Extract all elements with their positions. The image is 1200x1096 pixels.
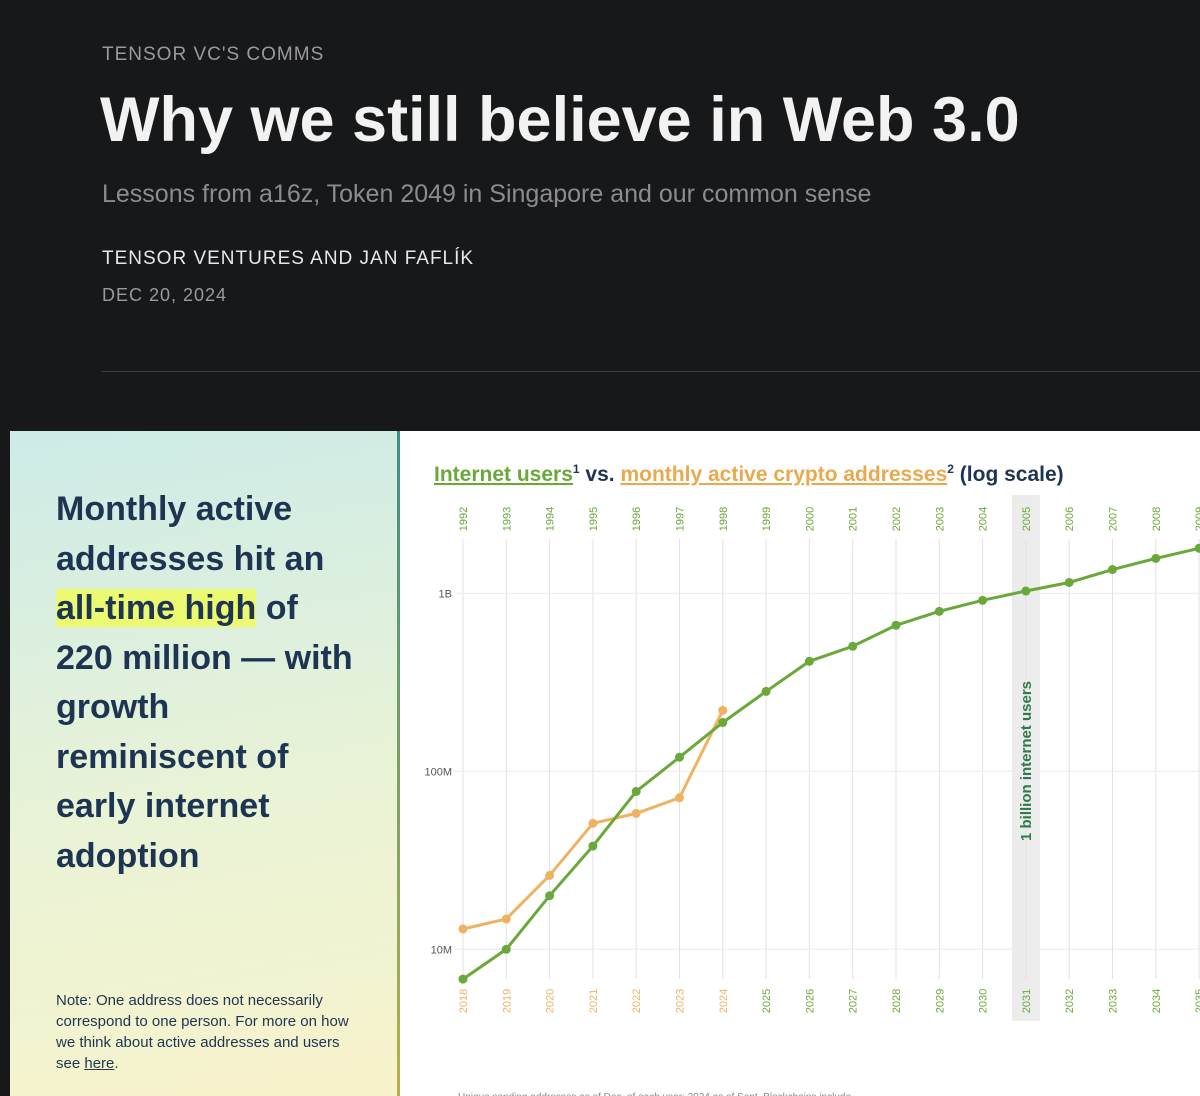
data-point — [675, 793, 684, 803]
data-point — [1021, 586, 1031, 596]
x-tick-label: 1993 — [501, 507, 513, 531]
x-tick-label: 2027 — [848, 989, 860, 1013]
y-tick-label: 100M — [424, 766, 452, 778]
data-point — [1151, 553, 1161, 563]
publication[interactable]: TENSOR VC'S COMMS — [102, 44, 325, 65]
x-tick-label: 1996 — [631, 507, 643, 531]
side-panel: Monthly active addresses hit an all-time… — [10, 431, 398, 1096]
x-tick-label: 2023 — [675, 989, 687, 1013]
x-tick-label: 2032 — [1064, 989, 1076, 1013]
data-point — [804, 656, 814, 666]
y-tick-label: 1B — [439, 588, 452, 600]
title-connector: vs. — [585, 463, 614, 486]
x-tick-label: 1995 — [588, 507, 600, 531]
data-point — [588, 818, 598, 828]
x-tick-label: 2001 — [848, 507, 860, 531]
series-line — [462, 546, 1200, 981]
panel-note: Note: One address does not necessarily c… — [56, 990, 356, 1074]
x-tick-label: 2026 — [804, 989, 816, 1013]
data-point — [458, 924, 468, 934]
x-tick-label: 2022 — [631, 989, 643, 1013]
x-tick-label: 2033 — [1108, 989, 1120, 1013]
data-point — [588, 841, 598, 851]
x-tick-label: 2034 — [1151, 989, 1163, 1013]
note-link[interactable]: here — [84, 1055, 115, 1072]
x-tick-label: 2018 — [458, 989, 470, 1013]
x-tick-label: 2029 — [934, 989, 946, 1013]
article-title: Why we still believe in Web 3.0 — [100, 85, 1020, 155]
x-tick-label: 2025 — [761, 989, 773, 1013]
x-tick-label: 2028 — [891, 989, 903, 1013]
chart-footnote: Unique sending addresses as of Dec. of e… — [458, 1092, 851, 1096]
authors[interactable]: TENSOR VENTURES AND JAN FAFLÍK — [102, 248, 475, 269]
headline-text: of 220 million — with growth reminiscent… — [56, 589, 353, 875]
divider-rule — [102, 371, 1200, 372]
data-point — [891, 620, 901, 630]
x-tick-label: 2004 — [978, 507, 990, 531]
data-point — [978, 595, 988, 605]
data-point — [1064, 577, 1074, 587]
x-tick-label: 1998 — [718, 507, 730, 531]
x-tick-label: 2005 — [1021, 507, 1033, 531]
panel-divider — [397, 431, 400, 1096]
x-tick-label: 2035 — [1194, 989, 1200, 1013]
footnote-mark: 2 — [947, 462, 954, 476]
note-text: Note: One address does not necessarily c… — [56, 992, 349, 1072]
data-point — [631, 808, 641, 818]
note-end: . — [114, 1055, 119, 1072]
x-tick-label: 2019 — [501, 989, 513, 1013]
y-tick-label: 10M — [431, 944, 452, 956]
headline-highlight: all-time high — [56, 589, 257, 627]
x-tick-label: 2020 — [545, 989, 557, 1013]
x-tick-label: 2000 — [804, 507, 816, 531]
annotation: 1 billion internet users — [1018, 681, 1035, 841]
headline-text: Monthly active addresses hit an — [56, 490, 325, 578]
data-point — [631, 786, 641, 796]
x-tick-label: 2009 — [1194, 507, 1200, 531]
chart-title: Internet users1 vs. monthly active crypt… — [434, 455, 1064, 486]
article-subtitle: Lessons from a16z, Token 2049 in Singapo… — [102, 180, 872, 208]
data-point — [675, 752, 684, 762]
x-tick-label: 1992 — [458, 507, 470, 531]
x-tick-label: 2007 — [1108, 507, 1120, 531]
data-point — [458, 974, 468, 984]
data-point — [501, 914, 511, 924]
data-point — [545, 870, 555, 880]
data-point — [1108, 565, 1117, 575]
date: DEC 20, 2024 — [102, 285, 228, 305]
x-tick-label: 2003 — [934, 507, 946, 531]
x-tick-label: 2021 — [588, 989, 600, 1013]
legend-entry: monthly active crypto addresses — [620, 463, 947, 486]
data-point — [1194, 543, 1200, 553]
x-tick-label: 2008 — [1151, 507, 1163, 531]
data-point — [718, 705, 728, 715]
title-suffix: (log scale) — [960, 463, 1064, 486]
data-point — [934, 606, 944, 616]
panel-headline: Monthly active addresses hit an all-time… — [56, 485, 361, 881]
x-tick-label: 1997 — [675, 507, 687, 531]
legend-entry: Internet users — [434, 463, 573, 486]
footnote-mark: 1 — [573, 462, 580, 476]
x-tick-label: 2024 — [718, 989, 730, 1013]
x-tick-label: 2030 — [978, 989, 990, 1013]
data-point — [761, 686, 771, 696]
data-point — [718, 717, 728, 727]
chart: Internet users1 vs. monthly active crypt… — [400, 431, 1200, 1096]
data-point — [501, 944, 511, 954]
data-point — [545, 891, 555, 901]
x-tick-label: 2031 — [1021, 989, 1033, 1013]
x-tick-label: 2002 — [891, 507, 903, 531]
data-point — [848, 641, 858, 651]
x-tick-label: 2006 — [1064, 507, 1076, 531]
x-tick-label: 1999 — [761, 507, 773, 531]
x-tick-label: 1994 — [545, 507, 557, 531]
